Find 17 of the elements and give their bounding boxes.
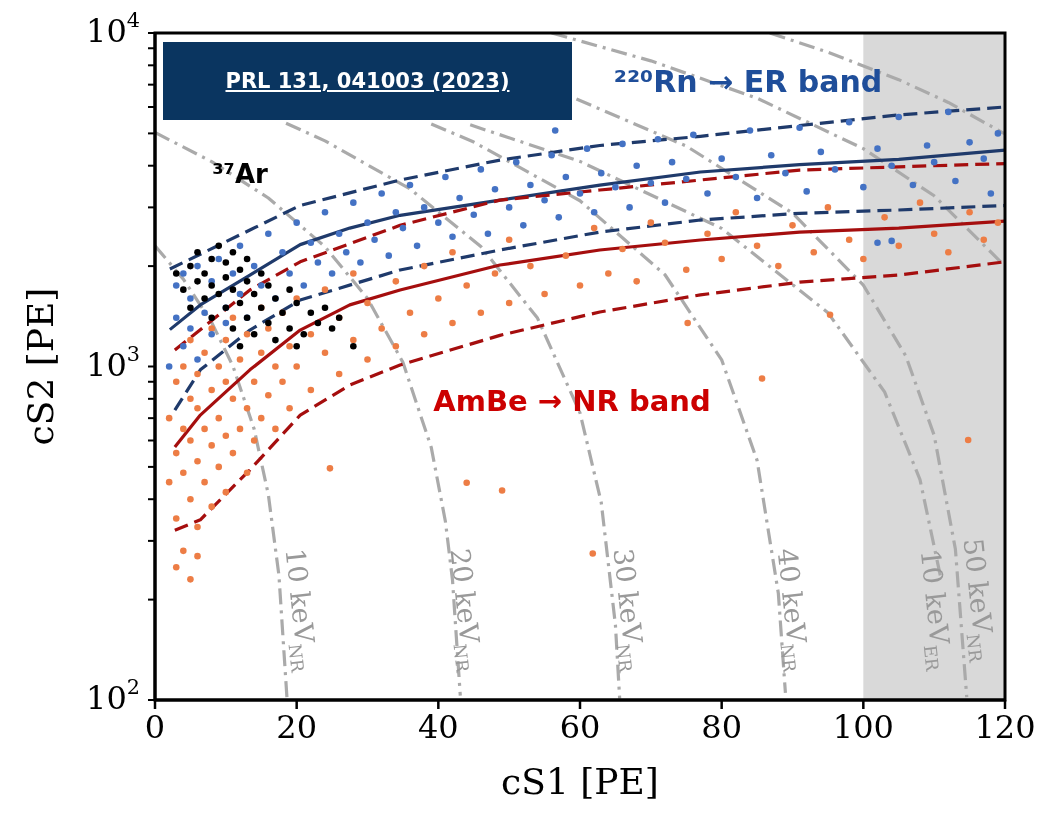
x-tick-label: 60 (559, 707, 601, 746)
y-tick-label: 10$^{4}$ (86, 7, 140, 50)
x-tick-label: 120 (974, 707, 1036, 746)
x-axis-title: cS1 [PE] (501, 761, 659, 802)
x-tick-label: 100 (832, 707, 894, 746)
annotation: ²²⁰Rn → ER band (613, 63, 883, 99)
y-tick-label: 10$^{3}$ (86, 341, 140, 383)
x-tick-label: 0 (144, 707, 166, 746)
annotation: AmBe → NR band (433, 384, 711, 418)
y-tick-label: 10$^{2}$ (86, 674, 140, 717)
citation-box: PRL 131, 041003 (2023) (163, 42, 572, 120)
annotation: PRL 131, 041003 (2023) (225, 69, 510, 93)
x-tick-label: 40 (417, 707, 459, 746)
annotation: ³⁷Ar (212, 158, 269, 189)
x-tick-label: 80 (701, 707, 743, 746)
x-tick-label: 20 (276, 707, 318, 746)
y-axis-title: cS2 [PE] (20, 287, 61, 446)
